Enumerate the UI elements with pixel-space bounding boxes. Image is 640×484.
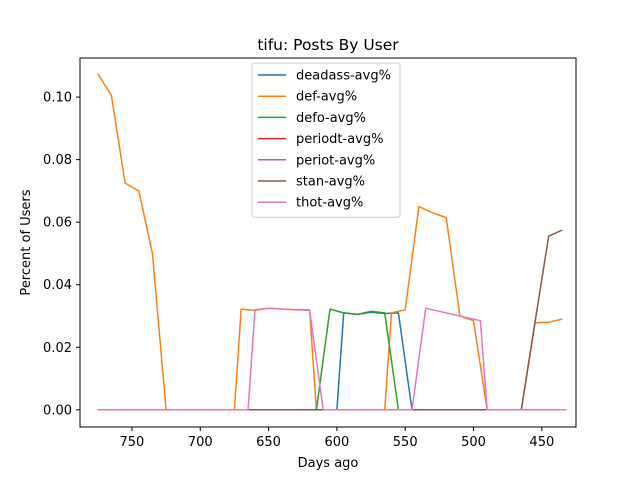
legend-entry-label: deadass-avg% xyxy=(296,69,391,84)
x-tick-label: 450 xyxy=(529,435,554,450)
legend-entry-label: periot-avg% xyxy=(296,153,375,168)
x-tick-label: 600 xyxy=(324,435,349,450)
y-axis: 0.00 0.02 0.04 0.06 0.08 0.10 xyxy=(43,91,80,418)
x-tick-label: 550 xyxy=(393,435,418,450)
legend-box xyxy=(251,62,401,218)
y-tick-label: 0.10 xyxy=(43,91,72,106)
x-tick-label: 700 xyxy=(188,435,213,450)
x-axis: 750 700 650 600 550 500 450 xyxy=(120,427,554,450)
legend-entry-label: defo-avg% xyxy=(296,111,366,126)
legend-entry-label: def-avg% xyxy=(296,90,357,105)
legend-entry-label: stan-avg% xyxy=(296,175,365,190)
series-line-deadass-avg xyxy=(97,311,567,411)
series-line-thot-avg xyxy=(97,307,567,411)
x-tick-label: 500 xyxy=(461,435,486,450)
series-layer xyxy=(97,73,567,411)
y-tick-label: 0.02 xyxy=(43,341,72,356)
plot-frame xyxy=(79,57,577,428)
y-tick-label: 0.08 xyxy=(43,153,72,168)
y-tick-label: 0.06 xyxy=(43,216,72,231)
y-axis-label: Percent of Users xyxy=(19,189,34,295)
x-tick-label: 750 xyxy=(120,435,145,450)
chart-title: tifu: Posts By User xyxy=(257,36,399,54)
x-tick-label: 650 xyxy=(256,435,281,450)
legend-entry-label: thot-avg% xyxy=(296,196,363,211)
y-tick-label: 0.00 xyxy=(43,403,72,418)
legend: deadass-avg% def-avg% defo-avg% periodt-avg… xyxy=(251,62,401,218)
legend-entry-label: periodt-avg% xyxy=(296,132,383,147)
x-axis-label: Days ago xyxy=(298,456,359,471)
series-line-defo-avg xyxy=(97,308,567,411)
y-tick-label: 0.04 xyxy=(43,278,72,293)
